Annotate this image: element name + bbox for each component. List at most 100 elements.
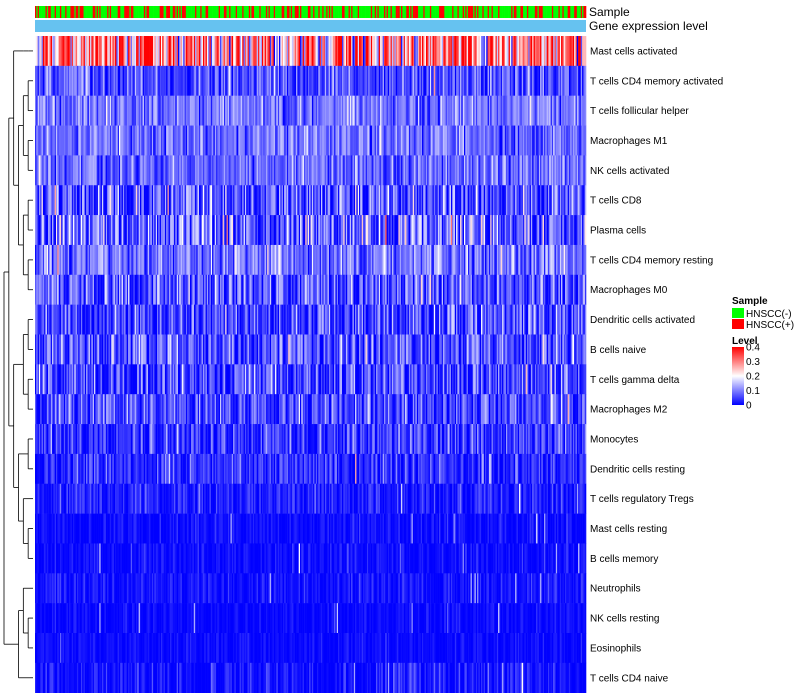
heatmap-cell <box>179 304 181 335</box>
sample-track-cell <box>313 6 315 18</box>
heatmap-cell <box>205 304 208 335</box>
sample-track-cell <box>380 6 382 18</box>
heatmap-cell <box>429 36 432 67</box>
heatmap-cell <box>153 274 155 305</box>
heatmap-cell <box>294 215 297 246</box>
heatmap-cell <box>45 125 48 156</box>
heatmap-cell <box>217 334 219 365</box>
heatmap-cell <box>233 125 235 156</box>
heatmap-cell <box>240 125 243 156</box>
sample-track-cell <box>280 6 282 18</box>
heatmap-cell <box>460 155 462 186</box>
heatmap-cell <box>377 125 380 156</box>
heatmap-cell <box>234 155 237 186</box>
heatmap-cell <box>111 36 113 67</box>
heatmap-cell <box>395 274 398 305</box>
heatmap-cell <box>332 215 335 246</box>
heatmap-cell <box>160 185 163 216</box>
heatmap-cell <box>321 155 323 186</box>
heatmap-cell <box>551 36 554 67</box>
heatmap-cell <box>315 155 318 186</box>
heatmap-cell <box>218 215 221 246</box>
heatmap-cell <box>80 334 83 365</box>
heatmap-cell <box>208 65 210 96</box>
heatmap-cell <box>311 36 314 67</box>
heatmap-cell <box>567 244 570 276</box>
heatmap-cell <box>408 125 411 156</box>
heatmap-cell <box>113 125 116 156</box>
heatmap-cell <box>71 304 74 335</box>
heatmap-cell <box>99 334 101 365</box>
sample-track-cell <box>53 6 55 18</box>
heatmap-cell <box>115 334 117 365</box>
heatmap-cell <box>536 36 538 67</box>
heatmap-cell <box>99 244 101 276</box>
heatmap-cell <box>75 185 78 216</box>
heatmap-cell <box>339 36 341 67</box>
heatmap-cell <box>225 244 227 276</box>
heatmap-cell <box>213 274 216 305</box>
heatmap-cell <box>238 125 240 156</box>
heatmap-cell <box>181 95 184 126</box>
heatmap-cell <box>449 244 452 276</box>
heatmap-cell <box>536 65 538 96</box>
heatmap-cell <box>158 304 160 335</box>
heatmap-cell <box>137 155 139 186</box>
heatmap-cell <box>491 274 494 305</box>
heatmap-cell <box>376 185 378 216</box>
heatmap-cell <box>73 244 75 276</box>
heatmap-cell <box>583 95 585 126</box>
heatmap-cell <box>217 304 219 335</box>
heatmap-cell <box>523 185 525 216</box>
heatmap-cell <box>305 65 307 96</box>
heatmap-cell <box>213 155 216 186</box>
heatmap-cell <box>532 244 534 276</box>
heatmap-cell <box>517 36 520 67</box>
sample-track-cell <box>443 6 445 18</box>
heatmap-cell <box>559 155 562 186</box>
heatmap-cell <box>515 65 517 96</box>
heatmap-cell <box>323 65 326 96</box>
heatmap-cell <box>90 185 92 216</box>
heatmap-cell <box>191 244 193 276</box>
heatmap-cell <box>460 125 462 156</box>
heatmap-cell <box>324 65 327 96</box>
heatmap-cell <box>477 125 479 156</box>
sample-track-cell <box>202 6 205 18</box>
heatmap-cell <box>478 65 481 96</box>
heatmap-cell <box>490 304 492 335</box>
heatmap-cell <box>338 95 340 126</box>
sample-track-cell <box>153 6 155 18</box>
heatmap-cell <box>49 244 52 276</box>
heatmap-cell <box>544 304 546 335</box>
heatmap-cell <box>419 185 421 216</box>
heatmap-cell <box>496 215 499 246</box>
heatmap-cell <box>368 244 370 276</box>
heatmap-cell <box>490 95 492 126</box>
heatmap-cell <box>364 36 366 67</box>
heatmap-cell <box>133 65 135 96</box>
heatmap-cell <box>432 36 435 67</box>
sample-track-cell <box>555 6 558 18</box>
heatmap-cell <box>347 65 349 96</box>
heatmap-cell <box>340 244 343 276</box>
heatmap-cell <box>571 65 574 96</box>
heatmap-cell <box>111 274 113 305</box>
heatmap-cell <box>570 304 572 335</box>
heatmap-cell <box>326 185 328 216</box>
heatmap-cell <box>574 155 576 186</box>
heatmap-cell <box>330 334 332 365</box>
heatmap-cell <box>210 155 213 186</box>
heatmap-cell <box>381 215 383 246</box>
heatmap-cell <box>360 334 362 365</box>
sample-track-cell <box>218 6 221 18</box>
heatmap-cell <box>391 95 394 126</box>
heatmap-cell <box>172 215 175 246</box>
heatmap-cell <box>37 334 40 365</box>
heatmap-cell <box>494 155 496 186</box>
heatmap-cell <box>471 185 474 216</box>
heatmap-cell <box>429 155 432 186</box>
heatmap-cell <box>322 36 324 67</box>
heatmap-cell <box>435 65 437 96</box>
heatmap-cell <box>111 95 113 126</box>
